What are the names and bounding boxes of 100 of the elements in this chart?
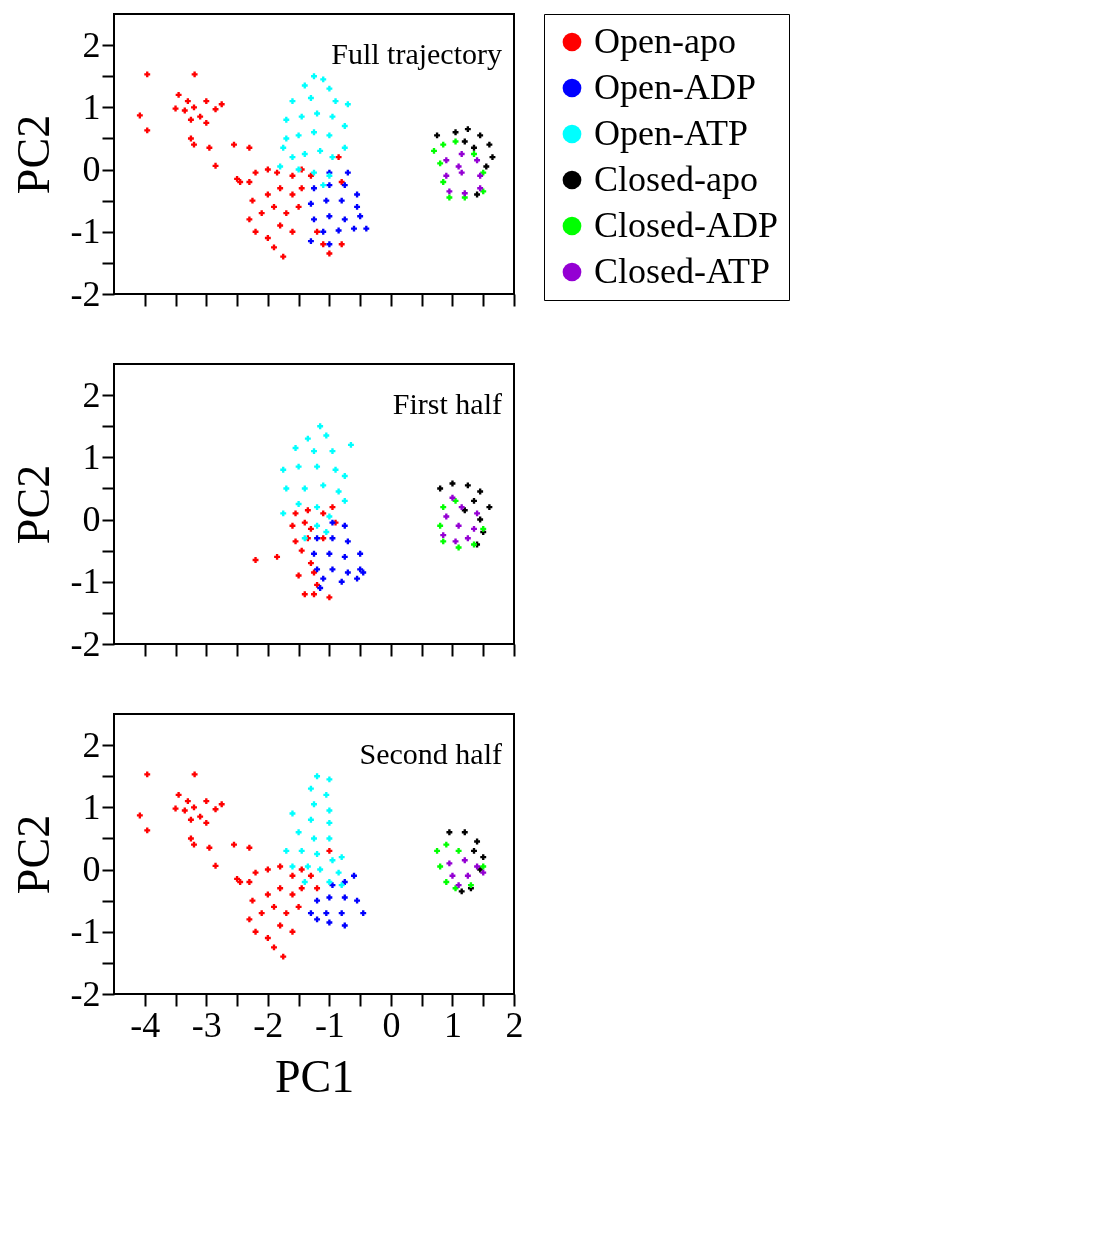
point	[301, 82, 308, 89]
point	[338, 910, 345, 917]
point	[283, 135, 290, 142]
point	[212, 862, 219, 869]
point	[298, 866, 305, 873]
point	[307, 816, 314, 823]
point	[295, 903, 302, 910]
point	[311, 169, 317, 176]
point	[311, 835, 317, 842]
point	[323, 529, 330, 535]
point	[332, 466, 339, 473]
point	[338, 578, 345, 585]
point	[307, 872, 314, 879]
point	[206, 144, 213, 151]
point	[326, 807, 333, 814]
point	[280, 510, 287, 517]
point	[172, 105, 179, 112]
point	[443, 157, 450, 164]
x-tick-label: -2	[253, 1004, 284, 1045]
y-tick-label: -1	[70, 211, 101, 252]
point	[474, 510, 481, 517]
point	[329, 857, 336, 864]
point	[252, 869, 259, 876]
point	[332, 98, 339, 105]
point	[440, 179, 447, 185]
point	[144, 771, 151, 778]
point	[320, 241, 327, 248]
point	[326, 594, 333, 601]
point	[474, 191, 481, 198]
point	[246, 916, 253, 923]
annotation: First half	[392, 387, 502, 420]
point	[341, 894, 348, 901]
point	[455, 522, 462, 529]
point	[489, 154, 496, 161]
point	[307, 785, 314, 792]
point	[314, 566, 321, 573]
point	[271, 944, 277, 951]
point	[311, 185, 317, 192]
point	[329, 448, 336, 455]
point	[311, 216, 317, 223]
point	[320, 535, 327, 542]
point	[446, 188, 453, 195]
point	[452, 129, 459, 136]
y-tick-label: -1	[70, 561, 101, 602]
point	[212, 162, 219, 169]
point	[314, 504, 321, 511]
point	[144, 827, 151, 834]
point	[187, 835, 194, 842]
point	[252, 228, 259, 235]
point	[307, 200, 314, 207]
point	[304, 435, 311, 442]
point	[320, 182, 327, 189]
point	[301, 485, 308, 492]
point	[351, 872, 357, 879]
point	[446, 194, 453, 201]
point	[326, 213, 333, 220]
point	[187, 135, 194, 142]
point	[271, 903, 277, 910]
point	[203, 798, 210, 805]
point	[191, 804, 197, 811]
point	[307, 238, 314, 245]
y-tick-label: -1	[70, 911, 101, 952]
point	[335, 154, 342, 161]
point	[329, 504, 336, 511]
point	[477, 132, 484, 139]
point	[317, 866, 324, 873]
point	[274, 169, 281, 176]
point	[289, 98, 296, 105]
point	[206, 844, 213, 851]
point	[341, 497, 348, 504]
point	[314, 522, 321, 529]
point	[295, 572, 302, 579]
point	[446, 829, 453, 836]
point	[326, 550, 333, 557]
point	[295, 829, 302, 836]
point	[455, 847, 462, 854]
point	[212, 106, 219, 113]
point	[311, 129, 317, 136]
point	[314, 535, 321, 542]
point	[289, 522, 296, 529]
point	[307, 910, 314, 917]
point	[292, 538, 299, 545]
point	[298, 885, 305, 892]
point	[363, 225, 370, 232]
point	[458, 888, 465, 895]
point	[341, 216, 348, 223]
point	[307, 560, 314, 567]
point	[301, 879, 308, 885]
point	[483, 163, 490, 170]
point	[249, 197, 256, 204]
point	[295, 463, 302, 470]
legend-label: Open-ATP	[594, 113, 748, 153]
point	[437, 522, 444, 529]
y-axis-title: PC2	[7, 114, 59, 195]
point	[477, 516, 484, 523]
point	[354, 575, 361, 582]
point	[295, 501, 302, 507]
point	[354, 191, 361, 198]
point	[341, 182, 348, 189]
point	[175, 791, 182, 798]
